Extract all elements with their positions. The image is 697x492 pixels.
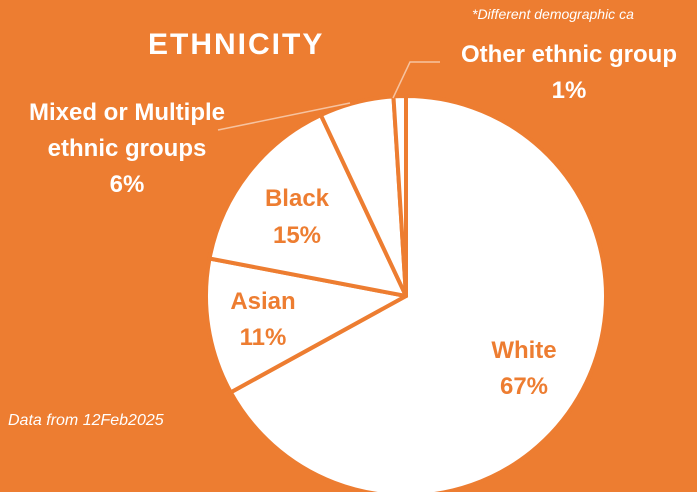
slice-label-black: Black (265, 185, 330, 212)
chart-source: Data from 12Feb2025 (8, 412, 164, 429)
chart-title: ETHNICITY (148, 28, 325, 61)
slice-label-other: Other ethnic group (461, 41, 677, 68)
slice-pct-asian: 11% (240, 324, 287, 351)
slice-label-white: White (491, 337, 556, 364)
leader-line-other (392, 61, 440, 99)
slice-asian (204, 256, 408, 395)
slice-label-mixed-line2: ethnic groups (48, 135, 207, 162)
slice-pct-white: 67% (500, 373, 548, 400)
slice-label-mixed-line1: Mixed or Multiple (29, 99, 225, 126)
slice-black (207, 113, 408, 298)
slice-pct-mixed: 6% (110, 171, 145, 198)
slice-label-asian: Asian (230, 288, 295, 315)
chart-note: *Different demographic ca (472, 6, 634, 22)
slice-white (228, 94, 608, 492)
slice-pct-black: 15% (273, 222, 321, 249)
slice-pct-other: 1% (552, 77, 587, 104)
leader-line-mixed (217, 102, 351, 131)
